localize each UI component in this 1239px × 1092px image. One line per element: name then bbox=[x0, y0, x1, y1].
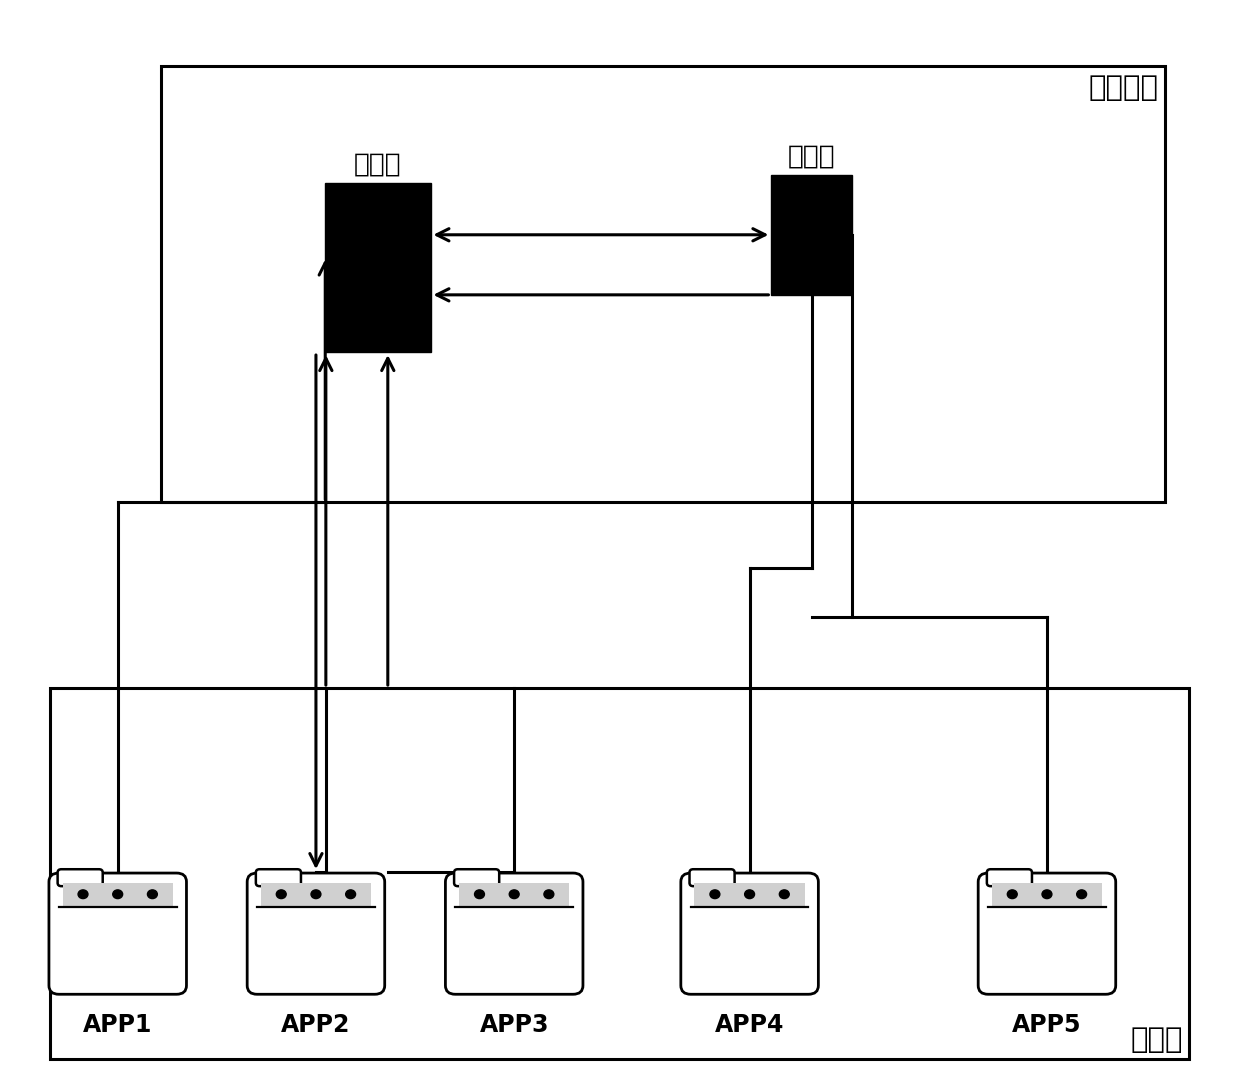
Circle shape bbox=[475, 890, 484, 899]
Bar bbox=[62, 882, 173, 906]
Text: APP3: APP3 bbox=[479, 1013, 549, 1036]
FancyBboxPatch shape bbox=[248, 874, 384, 994]
FancyBboxPatch shape bbox=[446, 874, 582, 994]
Bar bbox=[161, 66, 1165, 502]
Bar bbox=[991, 882, 1101, 906]
Bar bbox=[458, 882, 570, 906]
Text: 客户端: 客户端 bbox=[1131, 1025, 1183, 1054]
Circle shape bbox=[78, 890, 88, 899]
Circle shape bbox=[710, 890, 720, 899]
Bar bbox=[694, 882, 805, 906]
Text: 服务器端: 服务器端 bbox=[1089, 74, 1158, 103]
Circle shape bbox=[311, 890, 321, 899]
Circle shape bbox=[1007, 890, 1017, 899]
FancyBboxPatch shape bbox=[986, 869, 1032, 887]
Text: APP5: APP5 bbox=[1012, 1013, 1082, 1036]
FancyBboxPatch shape bbox=[689, 869, 735, 887]
FancyBboxPatch shape bbox=[978, 874, 1115, 994]
Circle shape bbox=[346, 890, 356, 899]
Circle shape bbox=[113, 890, 123, 899]
Circle shape bbox=[1042, 890, 1052, 899]
FancyBboxPatch shape bbox=[50, 874, 186, 994]
FancyBboxPatch shape bbox=[453, 869, 499, 887]
Circle shape bbox=[147, 890, 157, 899]
Circle shape bbox=[745, 890, 755, 899]
Text: 从节点: 从节点 bbox=[788, 143, 835, 169]
FancyBboxPatch shape bbox=[256, 869, 301, 887]
Text: APP4: APP4 bbox=[715, 1013, 784, 1036]
Circle shape bbox=[509, 890, 519, 899]
Bar bbox=[260, 882, 372, 906]
Circle shape bbox=[779, 890, 789, 899]
Bar bbox=[325, 182, 431, 352]
Bar bbox=[50, 688, 1189, 1059]
FancyBboxPatch shape bbox=[57, 869, 103, 887]
Text: APP1: APP1 bbox=[83, 1013, 152, 1036]
Bar bbox=[771, 175, 852, 295]
Text: 主节点: 主节点 bbox=[354, 152, 401, 177]
Circle shape bbox=[544, 890, 554, 899]
Text: APP2: APP2 bbox=[281, 1013, 351, 1036]
FancyBboxPatch shape bbox=[681, 874, 818, 994]
Circle shape bbox=[276, 890, 286, 899]
Circle shape bbox=[1077, 890, 1087, 899]
